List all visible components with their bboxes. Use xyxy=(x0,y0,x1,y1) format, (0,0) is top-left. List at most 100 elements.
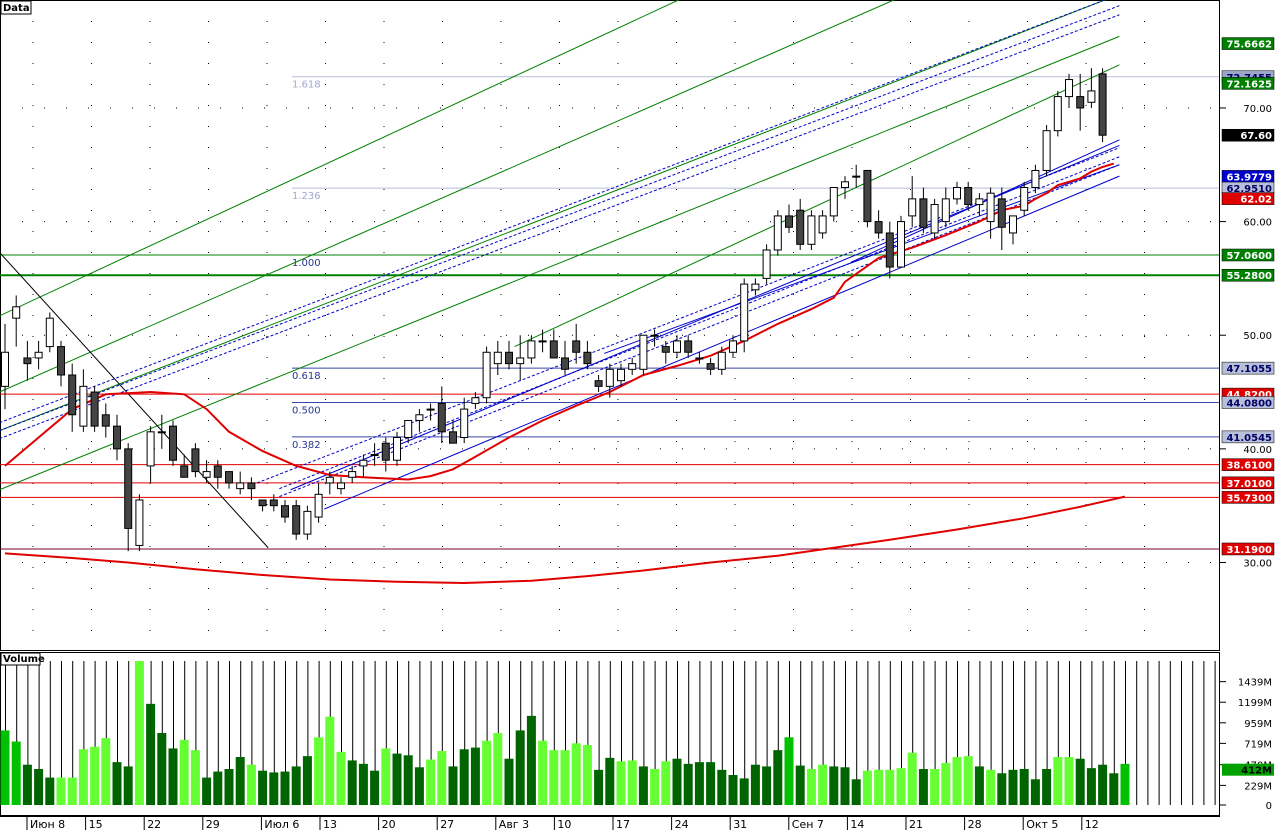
candle-body xyxy=(505,351,513,365)
candle-body xyxy=(874,221,883,234)
price-marker-box xyxy=(1221,430,1275,444)
candle-body xyxy=(57,346,65,376)
candle-body xyxy=(348,471,357,478)
candle-body xyxy=(460,408,469,439)
candle-body xyxy=(404,419,413,439)
date-axis-label: Июн 8 xyxy=(30,818,65,830)
candle-body xyxy=(908,198,917,217)
volume-bar xyxy=(683,763,693,805)
volume-bar xyxy=(526,715,536,805)
date-axis-label: 24 xyxy=(675,818,689,830)
volume-bar xyxy=(202,777,212,805)
candle-body xyxy=(796,209,805,245)
price-panel-title: Data xyxy=(3,3,30,14)
volume-bar xyxy=(45,777,55,805)
volume-bar xyxy=(661,761,671,805)
date-axis-label: 17 xyxy=(616,818,630,830)
candle-body xyxy=(202,471,211,478)
volume-bar xyxy=(325,716,335,805)
candle-body xyxy=(12,306,21,319)
volume-bar xyxy=(123,766,133,805)
candle-body xyxy=(135,499,144,546)
fib-level-label: 1.000 xyxy=(292,258,321,269)
volume-panel-title-box xyxy=(0,652,41,666)
volume-bar xyxy=(638,766,648,805)
volume-bar xyxy=(1042,769,1052,805)
candle-body xyxy=(986,192,995,223)
volume-bar xyxy=(874,769,884,805)
volume-last-value-box xyxy=(1222,763,1274,776)
candle-body xyxy=(751,283,760,291)
moving-average-line xyxy=(4,495,1126,585)
candle-body xyxy=(706,363,715,370)
price-panel[interactable] xyxy=(0,0,1220,651)
price-marker-box xyxy=(1221,458,1275,471)
volume-bar xyxy=(358,763,368,805)
candle-body xyxy=(180,465,189,478)
volume-last-value-label: 412M xyxy=(1241,766,1272,777)
date-axis-label: 31 xyxy=(733,818,747,830)
candle-body xyxy=(841,181,849,188)
volume-bar xyxy=(1086,768,1096,805)
candle-body xyxy=(549,340,558,359)
candle-body xyxy=(762,249,771,279)
volume-bar xyxy=(90,746,100,805)
date-axis-label: Окт 5 xyxy=(1026,818,1058,830)
volume-bar xyxy=(672,758,682,805)
candle-body xyxy=(785,215,793,228)
volume-bar xyxy=(1053,757,1063,805)
candle-body xyxy=(236,482,245,490)
volume-bar xyxy=(470,747,480,805)
candle-body xyxy=(717,351,726,370)
volume-bar xyxy=(952,757,962,805)
volume-bar xyxy=(750,764,760,805)
volume-bar xyxy=(851,779,861,805)
volume-bar xyxy=(806,769,816,805)
volume-bar xyxy=(78,749,88,805)
volume-bar xyxy=(728,775,738,805)
volume-bar xyxy=(414,767,424,805)
volume-axis-label: 1199M xyxy=(1238,698,1272,709)
volume-bar xyxy=(1109,773,1119,805)
volume-bar xyxy=(403,755,413,805)
volume-bar xyxy=(426,759,436,805)
price-marker-box xyxy=(1221,77,1275,90)
volume-bar xyxy=(34,769,44,805)
candle-body xyxy=(247,482,256,490)
candle-body xyxy=(493,351,502,365)
candle-body xyxy=(695,357,704,360)
candle-body xyxy=(583,351,592,365)
price-marker-box xyxy=(1221,128,1275,142)
date-axis-label: 13 xyxy=(323,818,337,830)
volume-bar xyxy=(504,758,514,805)
candle-body xyxy=(628,363,637,370)
volume-bar xyxy=(448,766,458,805)
price-marker-box xyxy=(1221,491,1275,504)
volume-bar xyxy=(392,753,402,805)
candle-body xyxy=(225,471,233,484)
date-axis-label: Авг 3 xyxy=(499,818,529,830)
volume-bar xyxy=(134,661,144,805)
channel-line xyxy=(279,164,1120,498)
volume-bar xyxy=(1075,758,1085,805)
volume-bar xyxy=(493,733,503,805)
candle-body xyxy=(897,221,905,268)
volume-bar xyxy=(605,757,615,805)
volume-bar xyxy=(22,764,32,805)
candle-body xyxy=(90,391,99,427)
price-marker-label: 67.60 xyxy=(1240,131,1272,142)
volume-bar xyxy=(706,762,716,805)
volume-bar xyxy=(336,751,346,805)
candle-body xyxy=(885,232,894,268)
volume-bar xyxy=(717,769,727,805)
candle-body xyxy=(997,198,1006,228)
volume-bar xyxy=(582,745,592,805)
candle-body xyxy=(650,334,659,337)
candle-body xyxy=(449,431,457,444)
candle-body xyxy=(527,340,536,359)
fib-level-label: 0.382 xyxy=(292,440,321,451)
volume-bar xyxy=(941,763,951,805)
channel-line xyxy=(0,0,680,317)
